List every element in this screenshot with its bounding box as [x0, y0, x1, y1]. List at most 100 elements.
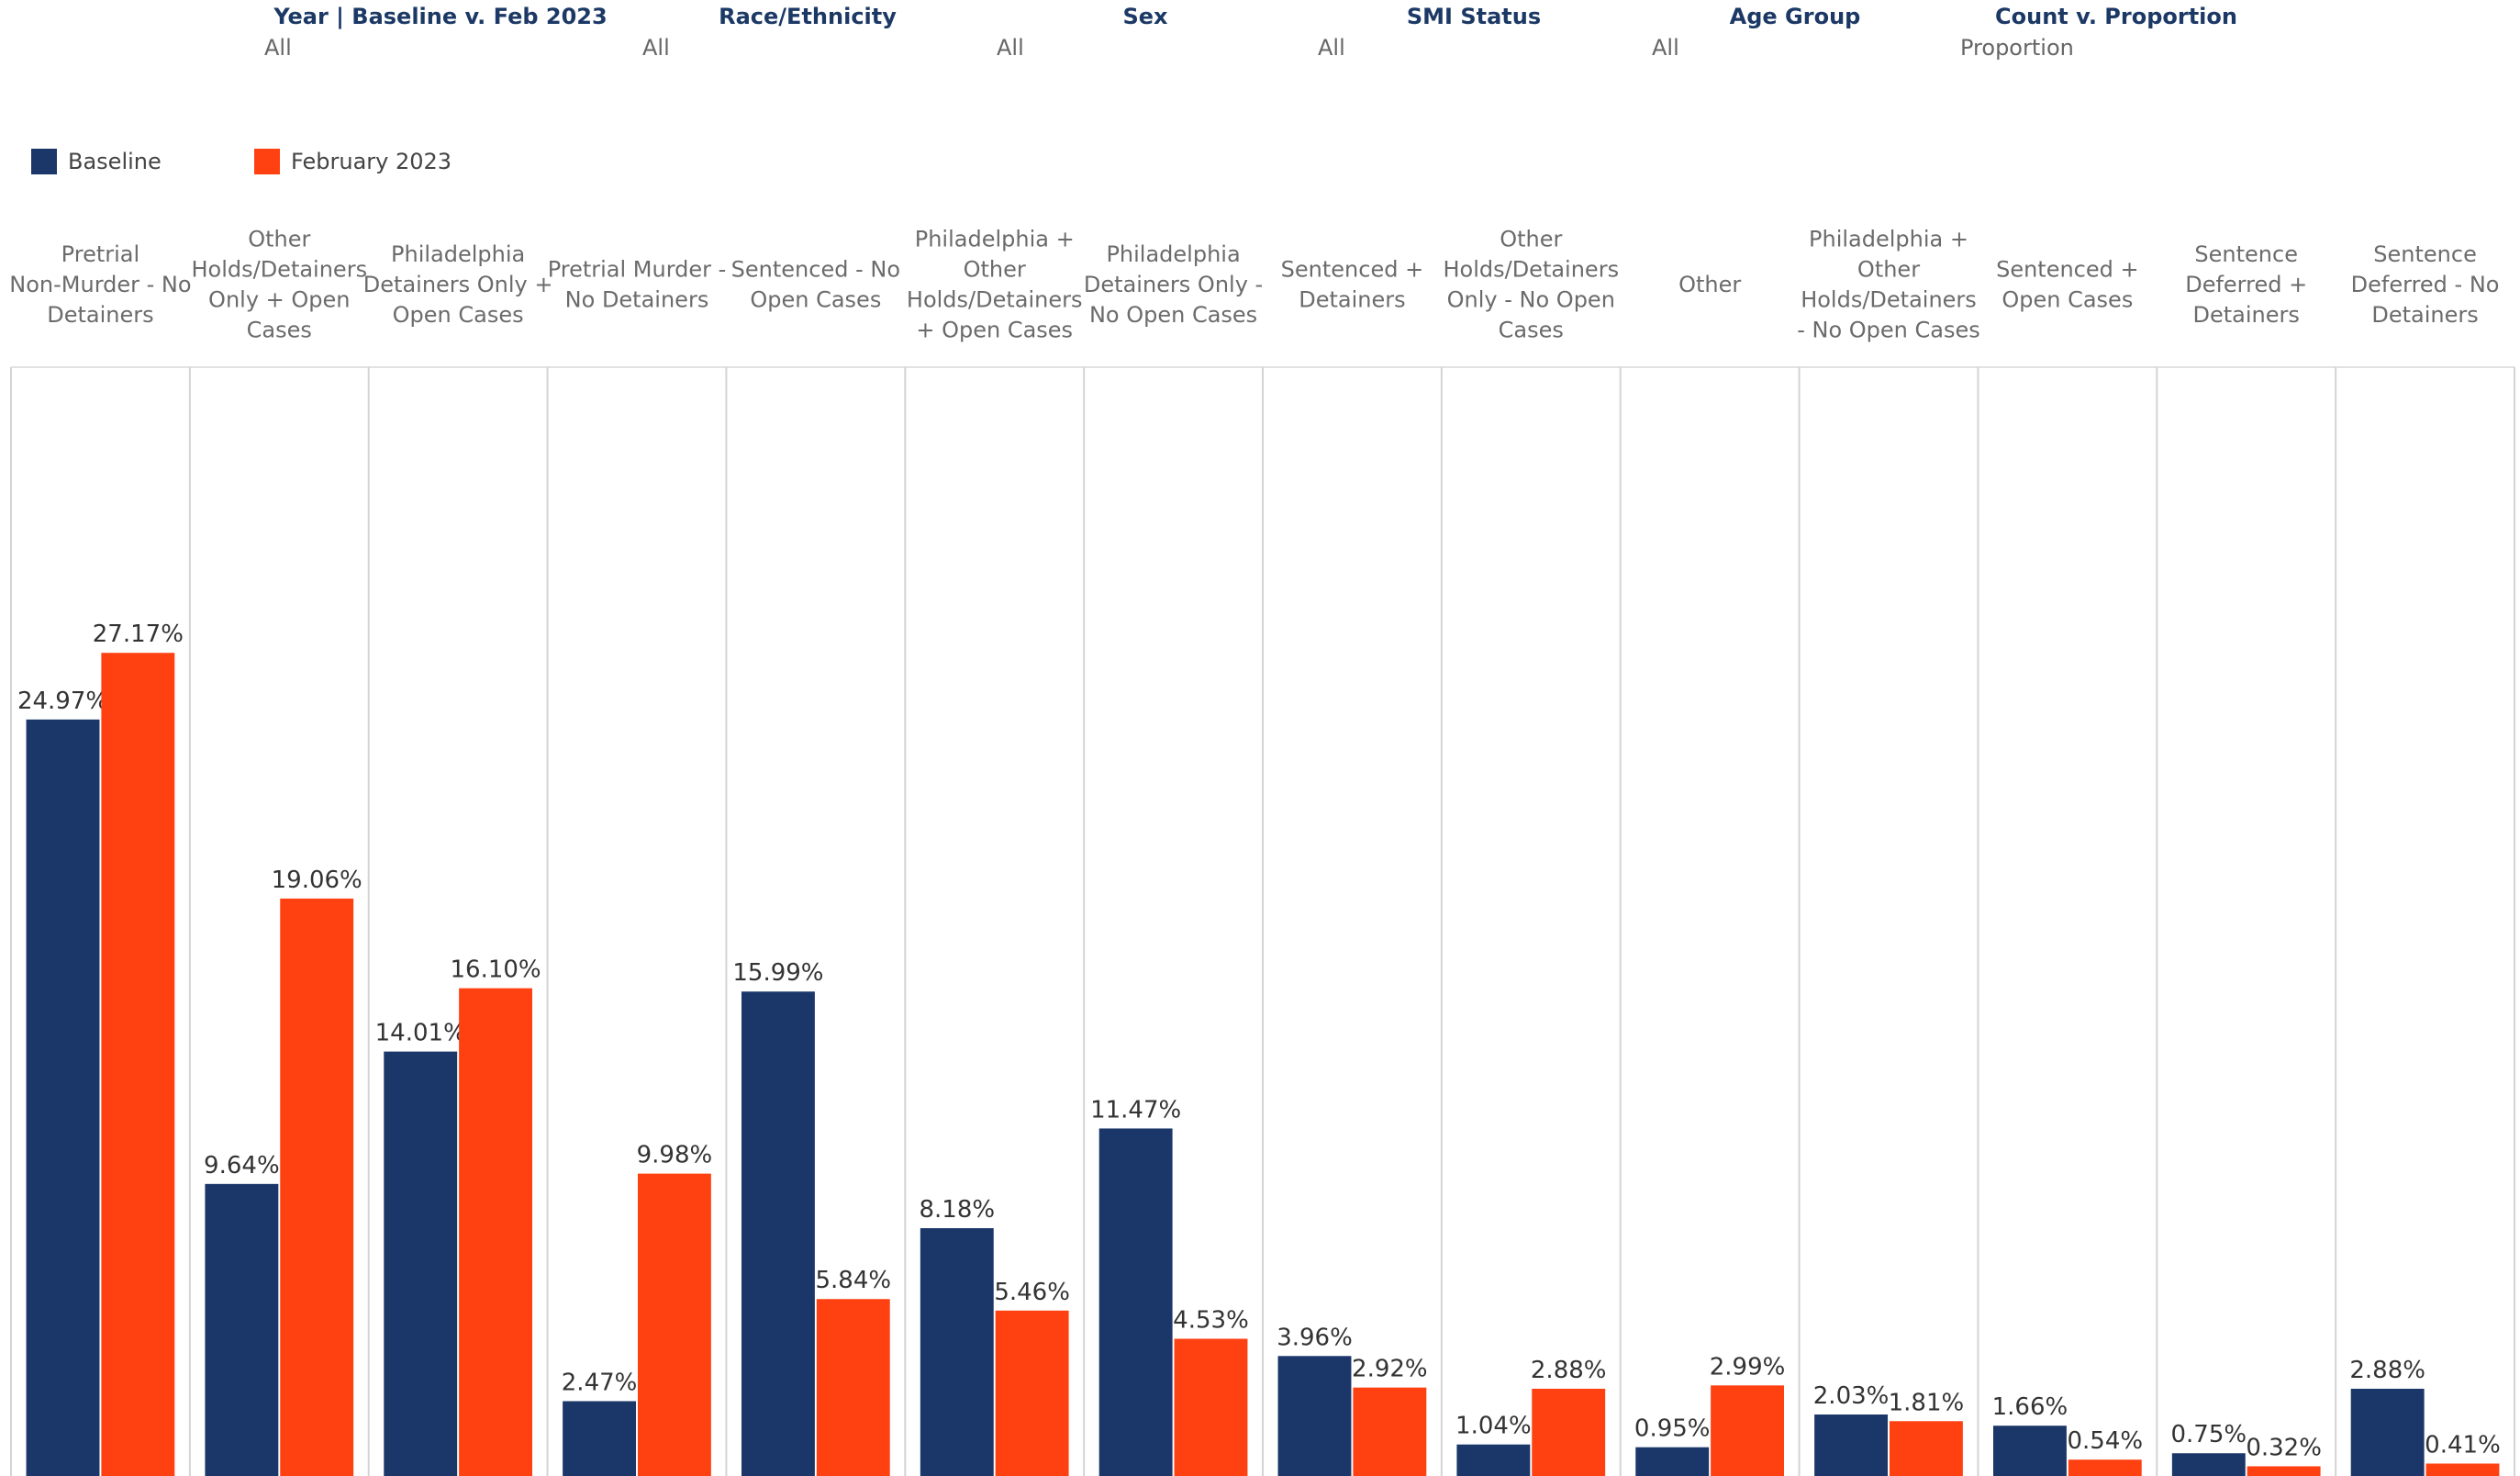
category-label-line: Sentenced - No: [731, 257, 900, 283]
filter-sex-value[interactable]: All: [997, 35, 1024, 61]
legend-label-baseline: Baseline: [68, 149, 162, 174]
bar-february-2023-sentenced-open-cases[interactable]: [2068, 1459, 2142, 1476]
bar-february-2023-philadelphia-detainers-only-no-open-cases[interactable]: [1174, 1338, 1248, 1476]
category-label-line: Other: [1857, 257, 1920, 283]
category-label-line: Sentenced +: [1281, 257, 1424, 283]
bar-baseline-other-holds-detainers-only-open-cases[interactable]: [205, 1183, 279, 1476]
filter-year-title: Year | Baseline v. Feb 2023: [273, 4, 608, 29]
category-label-line: Holds/Detainers: [1801, 287, 1977, 313]
bar-baseline-sentence-deferred-detainers[interactable]: [2171, 1453, 2246, 1476]
data-label-february-2023-philadelphia-other-holds-detainers-no-open-cases: 1.81%: [1889, 1389, 1965, 1416]
bar-february-2023-other-holds-detainers-only-open-cases[interactable]: [280, 898, 354, 1476]
bar-baseline-philadelphia-detainers-only-no-open-cases[interactable]: [1098, 1128, 1173, 1476]
category-label-line: Detainers: [47, 302, 153, 328]
bar-february-2023-sentenced-no-open-cases[interactable]: [816, 1299, 890, 1476]
category-label-line: Detainers Only +: [363, 272, 553, 297]
bar-baseline-philadelphia-detainers-only-open-cases[interactable]: [384, 1051, 458, 1476]
filter-age-value[interactable]: All: [1652, 35, 1679, 61]
bar-baseline-philadelphia-other-holds-detainers-open-cases[interactable]: [920, 1228, 994, 1476]
data-label-february-2023-sentenced-no-open-cases: 5.84%: [815, 1267, 891, 1294]
data-label-baseline-sentenced-open-cases: 1.66%: [1992, 1393, 2068, 1421]
data-label-baseline-pretrial-non-murder-no-detainers: 24.97%: [17, 688, 108, 715]
bar-baseline-sentenced-no-open-cases[interactable]: [741, 991, 815, 1476]
bar-baseline-pretrial-non-murder-no-detainers[interactable]: [26, 719, 100, 1476]
category-label-line: Detainers: [2371, 302, 2478, 328]
category-label-line: - No Open Cases: [1797, 318, 1980, 343]
data-label-february-2023-pretrial-non-murder-no-detainers: 27.17%: [93, 621, 184, 648]
category-label-other: Other: [1678, 272, 1741, 297]
category-label-line: Holds/Detainers: [907, 287, 1083, 313]
category-label-line: Open Cases: [2002, 287, 2133, 313]
category-label-other-holds-detainers-only-no-open-cases: Other Holds/Detainers Only - No Open Cases: [1443, 227, 1619, 343]
bar-baseline-philadelphia-other-holds-detainers-no-open-cases[interactable]: [1814, 1414, 1889, 1476]
bar-february-2023-sentenced-detainers[interactable]: [1353, 1387, 1427, 1476]
data-label-baseline-philadelphia-other-holds-detainers-no-open-cases: 2.03%: [1813, 1382, 1890, 1410]
filter-count-proportion-value[interactable]: Proportion: [1960, 35, 2074, 61]
data-label-baseline-other-holds-detainers-only-no-open-cases: 1.04%: [1455, 1413, 1532, 1440]
bar-february-2023-philadelphia-other-holds-detainers-open-cases[interactable]: [995, 1310, 1069, 1476]
category-label-line: Other: [1500, 227, 1562, 252]
data-label-february-2023-sentence-deferred-no-detainers: 0.41%: [2425, 1431, 2501, 1459]
category-label-philadelphia-detainers-only-open-cases: Philadelphia Detainers Only + Open Cases: [363, 241, 553, 328]
bar-february-2023-other[interactable]: [1711, 1385, 1785, 1476]
data-label-baseline-philadelphia-detainers-only-no-open-cases: 11.47%: [1090, 1096, 1181, 1124]
data-label-february-2023-philadelphia-detainers-only-no-open-cases: 4.53%: [1173, 1306, 1249, 1334]
bar-february-2023-other-holds-detainers-only-no-open-cases[interactable]: [1532, 1388, 1606, 1476]
category-label-line: Only - No Open: [1447, 287, 1615, 313]
category-label-sentenced-no-open-cases: Sentenced - No Open Cases: [731, 257, 900, 313]
category-label-line: Deferred +: [2185, 272, 2307, 297]
data-label-february-2023-philadelphia-detainers-only-open-cases: 16.10%: [450, 956, 541, 984]
filter-age-title: Age Group: [1729, 4, 1861, 29]
data-label-february-2023-other-holds-detainers-only-no-open-cases: 2.88%: [1531, 1357, 1607, 1384]
category-label-line: Detainers: [2193, 302, 2300, 328]
category-label-line: No Open Cases: [1089, 302, 1257, 328]
bar-february-2023-philadelphia-other-holds-detainers-no-open-cases[interactable]: [1889, 1421, 1963, 1476]
filter-smi-value[interactable]: All: [1318, 35, 1345, 61]
category-label-line: Open Cases: [393, 302, 524, 328]
category-label-line: + Open Cases: [916, 318, 1073, 343]
filter-race-value[interactable]: All: [642, 35, 670, 61]
filter-year-value[interactable]: All: [264, 35, 292, 61]
category-label-line: Pretrial: [61, 241, 139, 267]
category-label-pretrial-non-murder-no-detainers: Pretrial Non-Murder - No Detainers: [9, 241, 191, 328]
legend-item-february-2023[interactable]: February 2023: [254, 143, 452, 180]
bar-baseline-other[interactable]: [1635, 1447, 1710, 1476]
bar-february-2023-sentence-deferred-detainers[interactable]: [2247, 1466, 2321, 1476]
category-label-other-holds-detainers-only-open-cases: Other Holds/Detainers Only + Open Cases: [191, 227, 367, 343]
category-label-sentenced-open-cases: Sentenced + Open Cases: [1996, 257, 2139, 313]
legend-swatch-february-2023: [254, 149, 280, 174]
bar-baseline-pretrial-murder-no-detainers[interactable]: [563, 1401, 637, 1476]
data-label-baseline-sentence-deferred-no-detainers: 2.88%: [2349, 1357, 2425, 1384]
bar-february-2023-philadelphia-detainers-only-open-cases[interactable]: [459, 988, 533, 1476]
category-label-line: Sentence: [2194, 241, 2298, 267]
bar-february-2023-sentence-deferred-no-detainers[interactable]: [2425, 1463, 2500, 1476]
data-label-february-2023-other: 2.99%: [1710, 1353, 1786, 1381]
category-label-line: Holds/Detainers: [1443, 257, 1619, 283]
data-label-baseline-sentenced-no-open-cases: 15.99%: [732, 959, 823, 987]
category-label-line: Philadelphia: [1106, 241, 1240, 267]
bar-baseline-sentenced-detainers[interactable]: [1277, 1356, 1352, 1476]
category-label-line: Philadelphia +: [1809, 227, 1968, 252]
bar-february-2023-pretrial-murder-no-detainers[interactable]: [637, 1173, 711, 1476]
data-label-february-2023-philadelphia-other-holds-detainers-open-cases: 5.46%: [994, 1279, 1070, 1306]
filter-bar: Year | Baseline v. Feb 2023 All Race/Eth…: [0, 0, 2520, 73]
category-label-philadelphia-other-holds-detainers-no-open-cases: Philadelphia + Other Holds/Detainers - No O…: [1797, 227, 1980, 343]
filter-smi-title: SMI Status: [1406, 4, 1542, 29]
legend-item-baseline[interactable]: Baseline: [31, 143, 162, 180]
bar-february-2023-pretrial-non-murder-no-detainers[interactable]: [101, 653, 175, 1476]
bar-baseline-sentence-deferred-no-detainers[interactable]: [2350, 1388, 2425, 1476]
category-label-line: Other: [1678, 272, 1741, 297]
legend-label-february-2023: February 2023: [291, 149, 452, 174]
bar-baseline-sentenced-open-cases[interactable]: [1992, 1426, 2067, 1476]
category-label-line: Cases: [1499, 318, 1564, 343]
data-label-baseline-other: 0.95%: [1634, 1415, 1711, 1443]
category-label-line: No Detainers: [565, 287, 709, 313]
category-label-sentence-deferred-detainers: Sentence Deferred + Detainers: [2185, 241, 2307, 328]
category-label-line: Cases: [247, 318, 312, 343]
data-label-february-2023-other-holds-detainers-only-open-cases: 19.06%: [272, 867, 362, 894]
data-label-february-2023-sentenced-open-cases: 0.54%: [2067, 1427, 2143, 1455]
category-label-line: Other: [964, 257, 1026, 283]
bar-baseline-other-holds-detainers-only-no-open-cases[interactable]: [1456, 1444, 1531, 1476]
category-label-pretrial-murder-no-detainers: Pretrial Murder - No Detainers: [548, 257, 727, 313]
